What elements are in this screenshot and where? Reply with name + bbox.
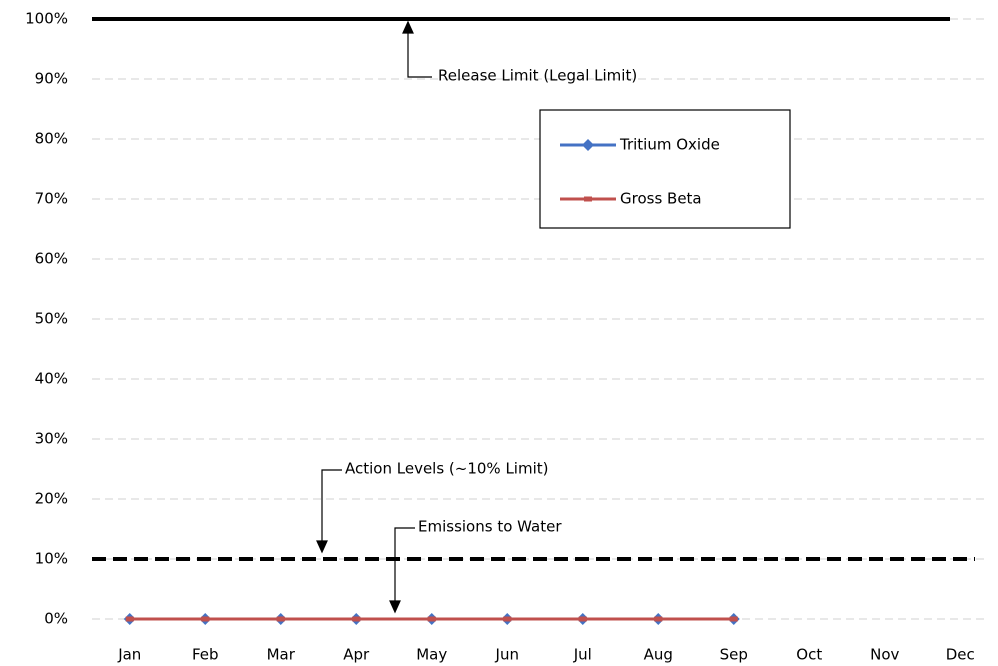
marker [654, 616, 663, 622]
marker [503, 616, 512, 622]
marker [578, 616, 587, 622]
x-tick-label: Apr [343, 646, 370, 664]
y-tick-label: 70% [35, 190, 68, 208]
annotation: Release Limit (Legal Limit) [438, 67, 637, 85]
legend-marker [582, 139, 594, 151]
marker [201, 616, 210, 622]
x-tick-label: Sep [720, 646, 748, 664]
y-tick-label: 90% [35, 70, 68, 88]
x-tick-label: May [416, 646, 447, 664]
x-tick-label: Jul [573, 646, 592, 664]
arrowhead [389, 600, 401, 614]
legend-label: Tritium Oxide [619, 136, 720, 154]
x-tick-label: Oct [796, 646, 822, 664]
y-tick-label: 10% [35, 550, 68, 568]
legend-label: Gross Beta [620, 190, 702, 208]
y-tick-label: 20% [35, 490, 68, 508]
arrowhead [316, 540, 328, 554]
x-tick-label: Jan [117, 646, 141, 664]
x-tick-label: Feb [192, 646, 219, 664]
legend-marker [584, 196, 592, 202]
marker [125, 616, 134, 622]
y-tick-label: 60% [35, 250, 68, 268]
marker [427, 616, 436, 622]
y-tick-label: 50% [35, 310, 68, 328]
annotation: Emissions to Water [418, 518, 562, 536]
legend-box [539, 109, 791, 229]
annotation: Action Levels (~10% Limit) [345, 460, 549, 478]
y-tick-label: 100% [25, 10, 68, 28]
marker [276, 616, 285, 622]
marker [729, 616, 738, 622]
x-tick-label: Nov [870, 646, 899, 664]
emissions-arrow [394, 527, 415, 604]
marker [352, 616, 361, 622]
y-tick-label: 0% [44, 610, 68, 628]
x-tick-label: Aug [644, 646, 673, 664]
annotation-arrows [316, 20, 432, 614]
y-tick-label: 30% [35, 430, 68, 448]
arrowhead [402, 20, 414, 34]
y-tick-label: 40% [35, 370, 68, 388]
release-arrow [407, 30, 432, 78]
y-tick-label: 80% [35, 130, 68, 148]
x-tick-label: Dec [946, 646, 975, 664]
x-tick-label: Mar [267, 646, 296, 664]
action-arrow [321, 469, 342, 544]
x-tick-label: Jun [495, 646, 519, 664]
